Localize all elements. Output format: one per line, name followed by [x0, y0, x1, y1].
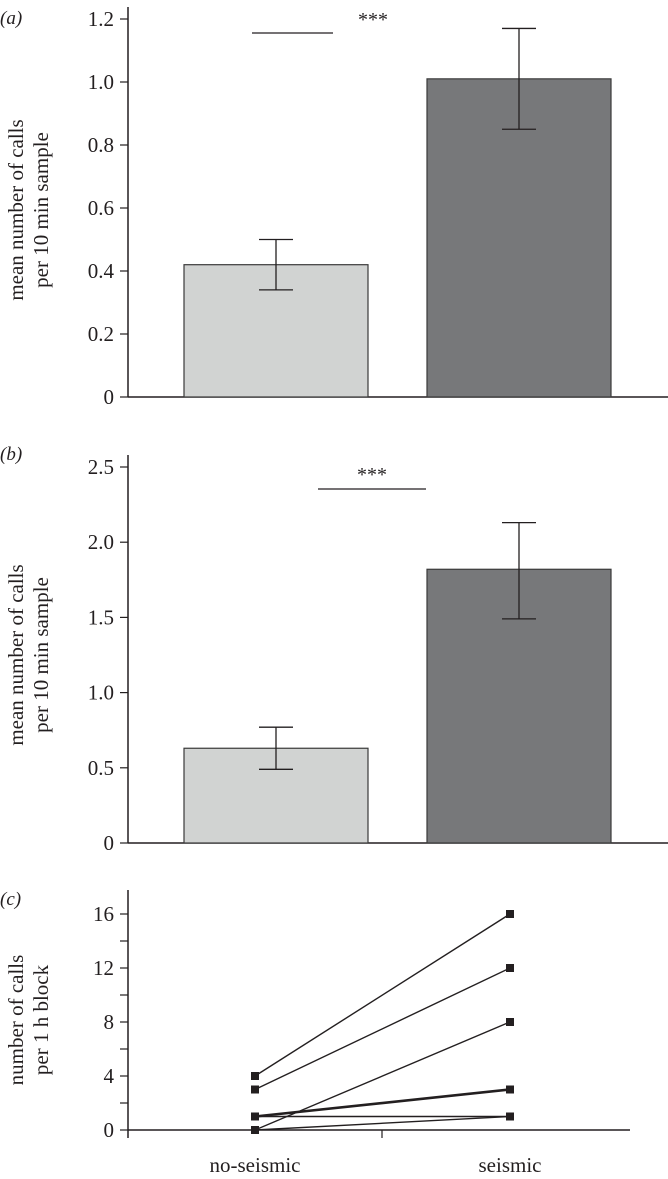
panel-c-point-1-no-seismic: [251, 1072, 259, 1080]
panel-a-y-tick-label: 1.2: [88, 7, 114, 31]
panel-b-label: (b): [0, 444, 22, 465]
panel-c-series-line-1: [254, 913, 511, 1077]
panel-b-ylabel-line1: mean number of calls: [4, 564, 28, 745]
panel-c-point-3-seismic: [506, 1018, 514, 1026]
panel-a-y-tick-label: 0.6: [88, 196, 114, 220]
panel-a-y-tick-label: 1.0: [88, 70, 114, 94]
panel-c-y-tick-label: 8: [104, 1010, 115, 1034]
panel-a-significance: ***: [358, 9, 388, 31]
panel-a-y-tick-label: 0: [104, 385, 115, 409]
x-category-label-seismic: seismic: [479, 1153, 542, 1177]
panel-a-y-tick-label: 0.8: [88, 133, 114, 157]
panel-b-y-tick-label: 2.0: [88, 530, 114, 554]
panel-c-point-4-seismic: [506, 1085, 514, 1094]
panel-b-ylabel-line2: per 10 min sample: [29, 577, 53, 733]
panel-a-y-tick-label: 0.4: [88, 259, 115, 283]
panel-b-y-tick-label: 0.5: [88, 756, 114, 780]
panel-c-ylabel-line1: number of calls: [4, 955, 28, 1086]
panel-c-point-2-seismic: [506, 964, 514, 972]
panel-c-series-line-3: [254, 1021, 511, 1131]
panel-c-point-6-no-seismic: [251, 1126, 259, 1134]
panel-c-point-2-no-seismic: [251, 1085, 259, 1094]
panel-c-series-line-4: [254, 1088, 511, 1118]
panel-a-ylabel-line2: per 10 min sample: [29, 132, 53, 288]
panel-c-label: (c): [0, 889, 21, 910]
panel-c-series-line-2: [254, 967, 511, 1091]
panel-c-series-line-6: [254, 1115, 511, 1131]
panel-b-y-tick-label: 0: [104, 831, 115, 855]
panel-b-significance: ***: [357, 464, 387, 486]
panel-c-ylabel-line2: per 1 h block: [29, 964, 53, 1075]
panel-a-bar-seismic: [426, 78, 612, 398]
panel-a-ylabel-line1: mean number of calls: [4, 119, 28, 300]
panel-c-point-6-seismic: [506, 1112, 514, 1121]
panel-b-y-tick-label: 2.5: [88, 455, 114, 479]
panel-c-y-tick-label: 4: [104, 1064, 115, 1088]
panel-c-point-1-seismic: [506, 910, 514, 918]
panel-a-label: (a): [0, 8, 22, 29]
x-category-label-no-seismic: no-seismic: [210, 1153, 301, 1177]
panel-b-y-tick-label: 1.5: [88, 605, 114, 629]
panel-c-y-tick-label: 12: [93, 956, 114, 980]
panel-a-y-tick-label: 0.2: [88, 322, 114, 346]
panel-b-y-tick-label: 1.0: [88, 681, 114, 705]
panel-c-y-tick-label: 0: [104, 1118, 115, 1142]
panel-c-point-5-no-seismic: [251, 1112, 259, 1121]
panel-c-y-tick-label: 16: [93, 902, 114, 926]
